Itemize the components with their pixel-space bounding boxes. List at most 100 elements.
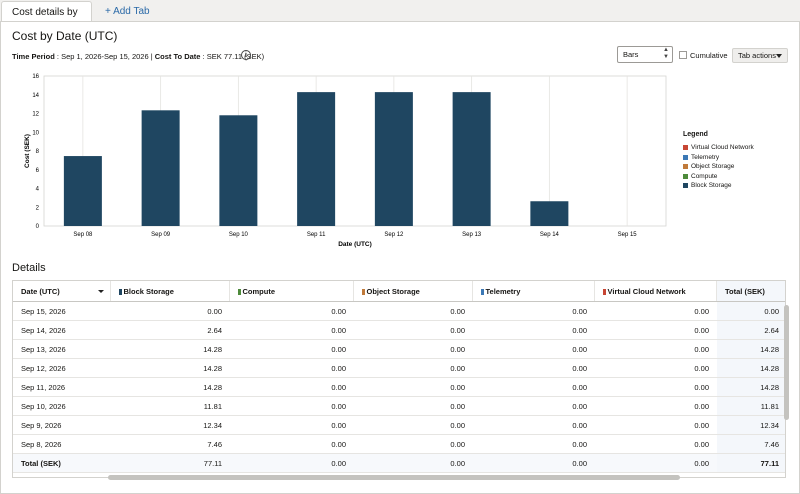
legend-swatch — [683, 183, 688, 189]
column-header-label: Total (SEK) — [725, 287, 765, 296]
table-cell: 2.64 — [717, 321, 785, 339]
vertical-scrollbar[interactable] — [784, 305, 789, 420]
bar-sep-08[interactable] — [63, 156, 102, 226]
table-cell: 14.28 — [717, 340, 785, 358]
sort-descending-icon[interactable] — [98, 290, 104, 293]
legend-item[interactable]: Virtual Cloud Network — [683, 143, 754, 153]
table-row: Sep 11, 2026 14.28 0.00 0.00 0.00 0.00 14.28 — [13, 378, 785, 397]
column-header-label: Date (UTC) — [21, 287, 60, 296]
table-cell: 0.00 — [694, 364, 709, 373]
table-cell: 12.34 — [203, 421, 222, 430]
legend-swatch — [683, 173, 688, 179]
bar-sep-12[interactable] — [374, 92, 413, 226]
legend-item[interactable]: Block Storage — [683, 181, 754, 191]
table-cell: 0.00 — [331, 307, 346, 316]
table-cell: 11.81 — [203, 402, 222, 411]
cost-to-date-value: SEK 77.11 (SEK) — [206, 52, 265, 61]
time-period-label: Time Period — [12, 52, 55, 61]
chart-legend: Legend Virtual Cloud Network Telemetry Obj… — [683, 131, 754, 191]
table-row: Sep 8, 2026 7.46 0.00 0.00 0.00 0.00 7.46 — [13, 435, 785, 454]
y-tick-label: 8 — [36, 149, 40, 155]
bar-sep-13[interactable] — [452, 92, 491, 226]
x-tick-label: Sep 09 — [151, 232, 171, 238]
table-cell: Sep 12, 2026 — [21, 364, 66, 373]
table-cell: 0.00 — [331, 383, 346, 392]
table-cell: Sep 8, 2026 — [21, 440, 62, 449]
column-header[interactable]: Virtual Cloud Network — [595, 281, 717, 301]
column-header[interactable]: Date (UTC) — [13, 281, 111, 301]
table-cell: 7.46 — [207, 440, 222, 449]
add-tab-button[interactable]: + Add Tab — [105, 6, 150, 17]
table-cell: 0.00 — [572, 402, 587, 411]
tab-actions-button[interactable]: Tab actions — [732, 48, 788, 63]
table-cell: Sep 14, 2026 — [21, 326, 66, 335]
bar-sep-09[interactable] — [141, 110, 180, 226]
series-color-swatch — [603, 289, 606, 295]
info-icon[interactable]: i — [241, 50, 251, 60]
x-tick-label: Sep 12 — [384, 232, 404, 238]
table-cell: 0.00 — [450, 307, 465, 316]
bar-sep-10[interactable] — [219, 115, 258, 226]
bar-sep-11[interactable] — [297, 92, 336, 226]
x-tick-label: Sep 08 — [73, 232, 93, 238]
column-header-label: Object Storage — [366, 287, 420, 296]
cost-bar-chart: 0 2 4 6 8 10 12 14 16 Sep 08 Sep 09 Sep 10 Sep 11 Se… — [24, 74, 667, 248]
legend-label: Virtual Cloud Network — [691, 144, 754, 152]
legend-swatch — [683, 145, 688, 151]
table-header-row: Date (UTC) Block Storage Compute Object Sto… — [13, 281, 785, 302]
horizontal-scrollbar[interactable] — [108, 475, 680, 480]
table-cell: Sep 15, 2026 — [21, 307, 66, 316]
table-cell: 0.00 — [331, 421, 346, 430]
column-header[interactable]: Total (SEK) — [717, 281, 785, 301]
column-header[interactable]: Object Storage — [354, 281, 473, 301]
table-row: Sep 12, 2026 14.28 0.00 0.00 0.00 0.00 14.28 — [13, 359, 785, 378]
column-header-label: Compute — [242, 287, 276, 296]
x-tick-label: Sep 11 — [307, 232, 326, 238]
table-row: Sep 9, 2026 12.34 0.00 0.00 0.00 0.00 12.34 — [13, 416, 785, 435]
chevron-updown-icon: ▲ ▼ — [663, 47, 669, 60]
summary-line: Time Period : Sep 1, 2026-Sep 15, 2026 |… — [12, 52, 265, 61]
x-tick-label: Sep 14 — [540, 232, 560, 238]
legend-label: Compute — [691, 172, 718, 180]
table-row: Sep 13, 2026 14.28 0.00 0.00 0.00 0.00 14.28 — [13, 340, 785, 359]
y-tick-label: 10 — [32, 130, 39, 136]
table-cell: 0.00 — [331, 364, 346, 373]
legend-item[interactable]: Object Storage — [683, 162, 754, 172]
column-header[interactable]: Compute — [230, 281, 354, 301]
page-title: Cost by Date (UTC) — [12, 29, 118, 43]
table-cell: 0.00 — [572, 307, 587, 316]
tab-actions-label: Tab actions — [738, 51, 776, 60]
column-header[interactable]: Telemetry — [473, 281, 595, 301]
cumulative-checkbox[interactable] — [679, 51, 687, 59]
x-tick-label: Sep 13 — [462, 232, 482, 238]
legend-item[interactable]: Telemetry — [683, 153, 754, 163]
x-tick-label: Sep 15 — [618, 232, 638, 238]
bar-sep-14[interactable] — [530, 201, 569, 226]
time-period-value: Sep 1, 2026-Sep 15, 2026 — [61, 52, 149, 61]
table-cell: 0.00 — [694, 440, 709, 449]
column-header[interactable]: Block Storage — [111, 281, 230, 301]
legend-swatch — [683, 154, 688, 160]
legend-label: Object Storage — [691, 163, 735, 171]
chart-type-select[interactable]: Bars ▲ ▼ — [617, 46, 673, 63]
legend-item[interactable]: Compute — [683, 172, 754, 182]
table-cell: Sep 10, 2026 — [21, 402, 66, 411]
table-cell: 0.00 — [572, 383, 587, 392]
table-cell: 11.81 — [717, 397, 785, 415]
series-color-swatch — [362, 289, 365, 295]
table-cell: 7.46 — [717, 435, 785, 453]
legend-swatch — [683, 164, 688, 170]
tab-bar: Cost details by date + Add Tab — [0, 0, 800, 39]
table-row: Sep 10, 2026 11.81 0.00 0.00 0.00 0.00 11.81 — [13, 397, 785, 416]
x-axis-label: Date (UTC) — [338, 241, 372, 248]
table-cell: 12.34 — [717, 416, 785, 434]
table-cell: 0.00 — [450, 345, 465, 354]
table-cell: Sep 9, 2026 — [21, 421, 62, 430]
table-cell: 14.28 — [203, 364, 222, 373]
plot-area — [43, 75, 667, 227]
table-cell: 0.00 — [450, 383, 465, 392]
table-cell: Total (SEK) — [21, 459, 61, 468]
y-tick-label: 12 — [32, 112, 39, 118]
table-cell: 0.00 — [572, 459, 587, 468]
table-cell: 0.00 — [450, 459, 465, 468]
